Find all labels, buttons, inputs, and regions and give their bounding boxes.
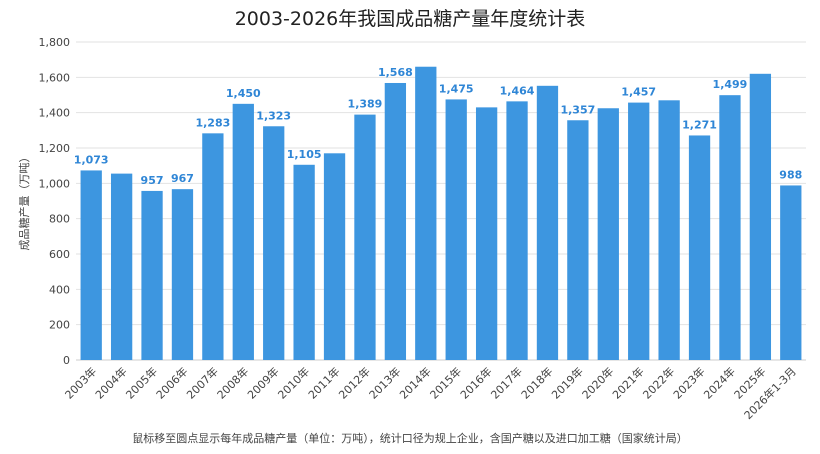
x-tick-label: 2026年1-3月	[741, 364, 799, 422]
y-tick-label: 1,600	[39, 71, 71, 84]
bar	[628, 102, 650, 360]
x-tick-label: 2010年	[275, 364, 312, 401]
bar	[80, 170, 102, 360]
bar	[232, 103, 254, 360]
x-tick-label: 2017年	[488, 364, 525, 401]
bar	[658, 100, 680, 361]
x-tick-label: 2004年	[92, 364, 129, 401]
bar	[780, 185, 802, 360]
x-tick-label: 2006年	[153, 364, 190, 401]
bar	[506, 101, 528, 361]
data-label: 1,389	[348, 98, 383, 111]
data-label: 957	[141, 174, 164, 187]
data-label: 1,457	[621, 86, 656, 99]
y-axis-title: 成品糖产量（万吨）	[17, 152, 31, 251]
bar	[384, 82, 407, 360]
data-label: 1,499	[713, 78, 748, 91]
bar	[597, 108, 619, 360]
bar	[415, 66, 437, 360]
chart-footnote: 鼠标移至圆点显示每年成品糖产量（单位：万吨），统计口径为规上企业，含国产糖以及进…	[132, 432, 688, 445]
x-tick-label: 2020年	[579, 364, 616, 401]
data-label: 1,464	[500, 84, 535, 97]
chart-title: 2003-2026年我国成品糖产量年度统计表	[234, 8, 586, 30]
x-tick-label: 2023年	[670, 364, 707, 401]
y-tick-label: 600	[49, 248, 70, 261]
bar	[110, 173, 133, 360]
x-tick-label: 2016年	[457, 364, 494, 401]
data-label: 1,323	[256, 109, 291, 122]
data-label: 1,475	[439, 82, 474, 95]
x-tick-label: 2007年	[184, 364, 221, 401]
bar	[323, 153, 346, 360]
y-tick-label: 400	[49, 283, 70, 296]
x-tick-label: 2014年	[396, 364, 433, 401]
x-tick-label: 2019年	[549, 364, 586, 401]
bar	[354, 114, 376, 360]
bar	[202, 133, 224, 360]
data-label: 1,568	[378, 66, 413, 79]
x-tick-label: 2024年	[701, 364, 738, 401]
x-tick-label: 2013年	[366, 364, 403, 401]
y-tick-label: 1,200	[39, 142, 71, 155]
x-tick-label: 2022年	[640, 364, 677, 401]
y-tick-label: 0	[63, 354, 70, 367]
bar	[719, 95, 741, 360]
x-tick-label: 2009年	[244, 364, 281, 401]
data-label: 1,073	[74, 153, 109, 166]
bar	[749, 73, 772, 361]
data-label: 967	[171, 172, 194, 185]
data-label: 1,450	[226, 87, 261, 100]
x-tick-label: 2011年	[305, 364, 342, 401]
bar	[141, 190, 163, 360]
bar	[445, 99, 467, 361]
x-tick-label: 2018年	[518, 364, 555, 401]
y-tick-label: 1,800	[39, 36, 71, 49]
x-tick-label: 2005年	[123, 364, 160, 401]
y-tick-label: 200	[49, 319, 70, 332]
data-label: 988	[779, 168, 802, 181]
data-label: 1,283	[195, 116, 230, 129]
x-tick-label: 2008年	[214, 364, 251, 401]
data-label: 1,357	[560, 103, 595, 116]
bar	[293, 164, 315, 360]
x-tick-label: 2003年	[62, 364, 99, 401]
bar	[263, 126, 285, 361]
y-tick-label: 1,400	[39, 107, 71, 120]
x-tick-label: 2021年	[609, 364, 646, 401]
bar	[475, 107, 498, 360]
y-tick-label: 800	[49, 213, 70, 226]
bar	[536, 85, 559, 361]
data-label: 1,105	[287, 148, 322, 161]
x-tick-label: 2015年	[427, 364, 464, 401]
y-tick-label: 1,000	[39, 177, 71, 190]
bar	[567, 120, 589, 360]
data-label: 1,271	[682, 118, 717, 131]
x-tick-label: 2012年	[336, 364, 373, 401]
bar	[171, 189, 194, 360]
bar	[688, 135, 711, 360]
